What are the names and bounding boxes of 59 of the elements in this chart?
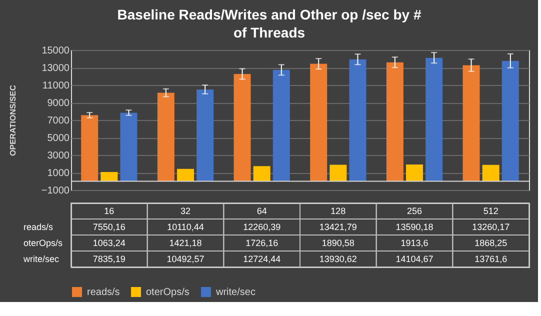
data-label: 12260,39 <box>243 222 281 232</box>
data-label: 13590,18 <box>396 222 434 232</box>
y-tick-label: 7000 <box>47 116 70 126</box>
bar <box>100 172 118 182</box>
x-tick-label: 32 <box>180 206 191 216</box>
bar <box>330 164 347 182</box>
y-tick-label: 9000 <box>47 98 70 109</box>
chart-title: Baseline Reads/Writes and Other op /sec by # of Threads <box>117 6 422 40</box>
text: write/sec <box>24 254 60 264</box>
bar <box>253 166 270 182</box>
legend-label: oterOps/s <box>146 287 190 298</box>
y-tick-label: 5000 <box>47 133 70 144</box>
bar <box>482 164 500 182</box>
y-tick-label: 11000 <box>42 80 70 92</box>
bar <box>177 168 194 182</box>
bar <box>196 89 214 182</box>
bar <box>462 65 480 182</box>
x-tick-label: 16 <box>104 206 114 216</box>
bar <box>310 64 328 182</box>
x-tick-label: 64 <box>256 206 267 216</box>
y-axis-title: OPERATIONS/SEC <box>8 84 18 156</box>
bar <box>120 112 138 182</box>
x-tick-label: 128 <box>330 206 346 216</box>
data-label: 10492,57 <box>166 254 204 264</box>
data-label: 13421,79 <box>319 222 357 232</box>
data-label: 13260,17 <box>472 222 510 232</box>
text: oterOps/s <box>24 238 63 248</box>
data-label: 10110,44 <box>167 222 204 232</box>
data-label: 1063,24 <box>92 238 126 248</box>
data-label: 14104,67 <box>396 254 434 264</box>
text: reads/s <box>24 222 54 232</box>
x-tick-label: 256 <box>406 206 422 216</box>
data-label: 1868,25 <box>474 238 508 248</box>
bar <box>272 70 290 182</box>
y-tick-label: 3000 <box>47 150 70 162</box>
bar <box>349 59 366 182</box>
bar <box>426 58 443 182</box>
data-label: 13761,6 <box>474 254 508 264</box>
y-tick-label: −1000 <box>41 186 70 196</box>
x-tick-label: 512 <box>483 206 498 216</box>
legend-label: write/sec <box>215 287 256 298</box>
bar <box>234 74 251 182</box>
y-tick-label: 1000 <box>47 168 70 179</box>
y-tick-label: 15000 <box>42 46 70 56</box>
data-label: 7550,16 <box>92 222 126 232</box>
bar <box>157 92 174 182</box>
data-label: 1890,58 <box>322 238 354 248</box>
data-label: 7835,19 <box>92 254 126 264</box>
data-label: 1726,16 <box>246 238 278 248</box>
data-label: 1421,18 <box>169 238 202 248</box>
bar <box>406 164 423 182</box>
legend-label: reads/s <box>87 287 120 298</box>
bar <box>81 115 98 182</box>
data-label: 13930,62 <box>319 254 357 264</box>
data-label: 1913,6 <box>400 238 428 248</box>
bar <box>502 60 519 182</box>
bar <box>386 62 404 182</box>
y-tick-label: 13000 <box>42 63 70 74</box>
data-label: 12724,44 <box>243 254 281 264</box>
